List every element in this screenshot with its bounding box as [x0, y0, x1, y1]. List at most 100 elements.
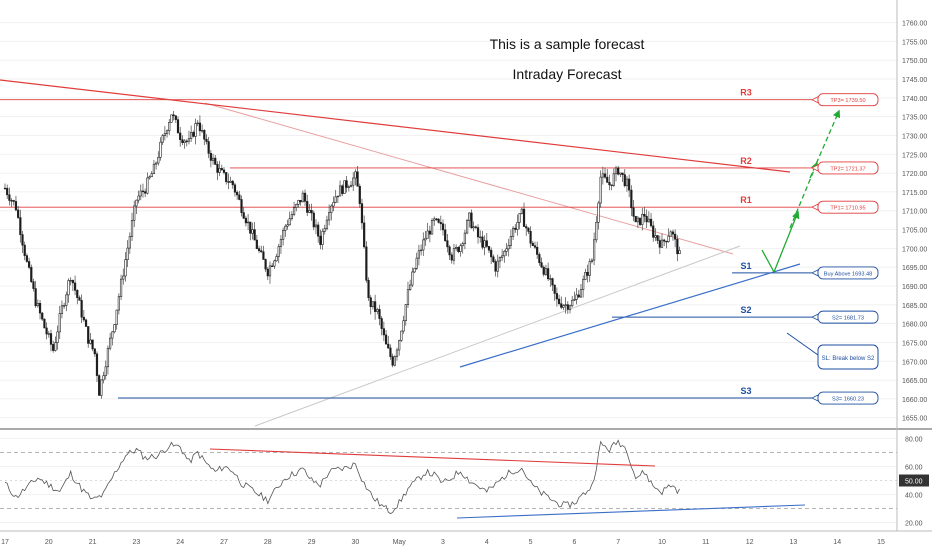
candle-body [459, 245, 462, 252]
candle-body [172, 114, 175, 117]
time-tick-label: 21 [89, 539, 97, 546]
candle-body [551, 278, 554, 286]
time-axis[interactable]: 17 20 21 23 24 27 28 29 30 May 3 4 5 6 7 10 11 12 13 14 15 [1, 539, 885, 546]
candle-body [636, 217, 640, 223]
candle-body [325, 219, 329, 229]
candle-body [614, 167, 618, 175]
candle-body [185, 140, 188, 143]
level-tag-box [817, 391, 879, 405]
candle-body [207, 141, 210, 154]
candle-body [468, 212, 471, 221]
candle-body [527, 227, 530, 232]
candle-body [95, 353, 99, 376]
candle-body [365, 246, 368, 281]
candle-body [21, 234, 24, 246]
price-tick-label: 1745.00 [902, 77, 927, 84]
time-tick-label: 14 [833, 539, 841, 546]
support-trendline[interactable] [459, 263, 801, 368]
candle-body [617, 167, 620, 175]
candle-body [111, 331, 114, 339]
candle-body [71, 279, 74, 284]
candle-body [135, 199, 138, 207]
time-tick-label: 28 [264, 539, 272, 546]
candle-body [266, 268, 269, 277]
candle-body [470, 212, 473, 229]
candle-body [553, 284, 556, 294]
candle-body [579, 289, 583, 298]
candle-body [643, 213, 646, 217]
candle-body [476, 227, 480, 238]
time-tick-label: 3 [441, 539, 445, 546]
candle-body [236, 191, 239, 196]
candle-body [126, 247, 129, 260]
candle-body [446, 240, 449, 248]
rsi-tick-label: 20.00 [905, 521, 923, 528]
price-tick-label: 1755.00 [902, 39, 927, 46]
candle-body [505, 248, 508, 252]
time-tick-label: 11 [702, 539, 709, 546]
candle-body [290, 214, 293, 220]
price-tick-label: 1705.00 [902, 228, 927, 235]
candle-body [27, 261, 31, 268]
candle-body [608, 182, 611, 186]
candle-body [422, 239, 425, 251]
candle-body [577, 294, 580, 298]
candle-body [106, 347, 110, 368]
candle-body [17, 209, 20, 218]
candle-body [299, 200, 302, 203]
candle-body [568, 305, 572, 310]
level-tag-box [817, 310, 879, 324]
time-tick-label: 20 [45, 539, 53, 546]
candle-body [603, 173, 607, 178]
candle-body [343, 180, 346, 194]
chart-subtitle: Intraday Forecast [513, 66, 622, 82]
price-tick-label: 1695.00 [902, 265, 927, 272]
candle-body [244, 217, 248, 224]
candle-body [303, 192, 307, 202]
candle-body [424, 237, 427, 241]
candle-body [98, 375, 101, 396]
candle-body [288, 218, 291, 226]
level-label-s3: S3 [740, 386, 751, 396]
rsi-axis[interactable]: 80.00 60.00 40.00 20.00 50.00 [899, 436, 929, 528]
candle-body [159, 141, 162, 158]
candle-body [612, 173, 615, 186]
candle-body [104, 366, 107, 377]
level-tag-text-s3: S3= 1660.23 [832, 397, 864, 403]
rsi-support-trendline[interactable] [456, 504, 806, 519]
level-tag-text-s1: Buy Above 1693.48 [824, 271, 873, 277]
candle-body [119, 278, 123, 297]
candle-body [439, 222, 442, 225]
candle-body [321, 231, 324, 245]
candle-body [238, 194, 241, 200]
candle-body [218, 168, 221, 173]
resistance-trendline[interactable] [0, 79, 791, 173]
price-tick-label: 1660.00 [902, 397, 927, 404]
candle-body [141, 190, 145, 193]
candle-body [474, 226, 477, 228]
candle-body [233, 184, 237, 193]
candle-body [511, 227, 515, 237]
candle-body [231, 180, 234, 186]
rsi-tick-label: 80.00 [905, 436, 923, 443]
price-tick-label: 1685.00 [902, 303, 927, 310]
candle-body [384, 334, 388, 345]
candle-body [168, 121, 171, 132]
candle-body [181, 139, 184, 143]
candle-body [413, 268, 416, 273]
candle-body [163, 133, 166, 136]
candle-body [187, 138, 191, 142]
candle-body [341, 185, 344, 194]
candle-body [380, 318, 383, 329]
candle-body [582, 279, 585, 290]
level-tag-box [817, 200, 879, 214]
price-axis[interactable]: 1760.00 1755.00 1750.00 1745.00 1740.00 1735.… [902, 21, 927, 423]
candle-body [253, 229, 256, 241]
candle-body [588, 261, 591, 276]
candle-body [649, 218, 653, 227]
candle-body [65, 294, 68, 306]
candle-body [260, 250, 263, 253]
candle-body [102, 375, 105, 381]
rsi-resistance-trendline[interactable] [209, 448, 656, 467]
candle-body [58, 313, 61, 333]
